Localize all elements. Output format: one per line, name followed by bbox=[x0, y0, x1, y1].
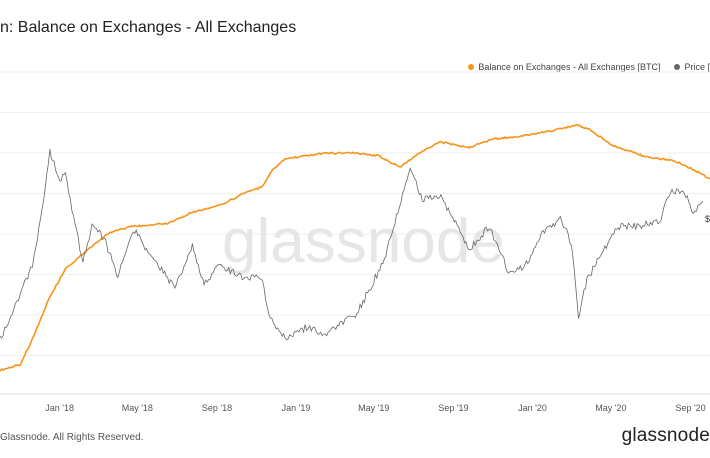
legend-label-price: Price [ bbox=[684, 62, 710, 72]
legend-item-price[interactable]: Price [ bbox=[674, 62, 710, 72]
legend-swatch-price bbox=[674, 64, 681, 70]
legend-swatch-balance bbox=[468, 64, 475, 70]
x-tick-label: May '18 bbox=[122, 403, 153, 413]
x-axis-ticks: Jan '18 May '18 Sep '18 Jan '19 May '19 Sep '… bbox=[45, 403, 705, 413]
price-series-line bbox=[0, 149, 704, 341]
balance-series-line bbox=[0, 123, 710, 372]
x-tick-label: Jan '20 bbox=[518, 403, 547, 413]
legend-item-balance[interactable]: Balance on Exchanges - All Exchanges [BT… bbox=[468, 62, 660, 72]
x-tick-label: Sep '20 bbox=[675, 403, 705, 413]
chart-title: n: Balance on Exchanges - All Exchanges bbox=[0, 19, 297, 36]
x-tick-label: Jan '19 bbox=[282, 403, 311, 413]
legend-label-balance: Balance on Exchanges - All Exchanges [BT… bbox=[478, 62, 661, 72]
x-tick-label: Jan '18 bbox=[45, 403, 74, 413]
chart-legend: Balance on Exchanges - All Exchanges [BT… bbox=[454, 62, 710, 72]
price-axis-tag: $ bbox=[705, 214, 710, 224]
glassnode-logo: glassnode bbox=[621, 425, 710, 446]
copyright-notice: Glassnode. All Rights Reserved. bbox=[0, 432, 144, 443]
x-tick-label: Sep '19 bbox=[438, 403, 468, 413]
chart-watermark: glassnode bbox=[222, 207, 505, 276]
x-tick-label: Sep '18 bbox=[202, 403, 232, 413]
x-tick-label: May '20 bbox=[595, 403, 626, 413]
series-layer bbox=[0, 123, 710, 372]
x-tick-label: May '19 bbox=[358, 403, 389, 413]
